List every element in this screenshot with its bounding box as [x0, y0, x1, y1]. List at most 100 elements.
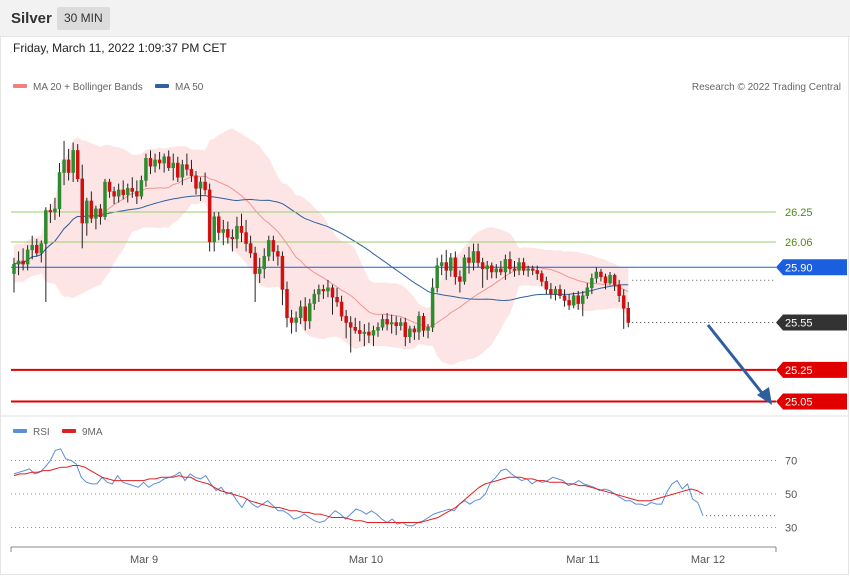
candle-body-up	[526, 268, 530, 271]
candle	[362, 324, 367, 347]
candle-body-down	[148, 158, 153, 167]
candle-body-up	[590, 278, 594, 289]
candle-body-up	[116, 189, 121, 197]
candle	[453, 251, 458, 285]
candle	[66, 148, 71, 181]
candle-body-down	[107, 181, 112, 192]
candle-body-down	[512, 268, 517, 271]
candle	[421, 313, 426, 337]
support-label: 25.05	[785, 396, 813, 408]
x-axis: Mar 9 Mar 10 Mar 11 Mar 12	[10, 546, 777, 566]
bollinger-band-layer	[14, 128, 629, 366]
candle	[603, 273, 608, 290]
candle	[621, 289, 626, 329]
candle	[403, 317, 408, 347]
candle-body-up	[308, 303, 312, 322]
candle-body-down	[226, 229, 230, 238]
candle	[408, 325, 412, 344]
candle-body-down	[303, 306, 307, 322]
candle-body-down	[335, 297, 339, 303]
candle	[321, 284, 326, 299]
candle-body-down	[207, 189, 212, 243]
candle-body-up	[53, 208, 57, 213]
rsi-legend-label: RSI	[33, 427, 50, 438]
candle	[335, 287, 339, 307]
interval-badge[interactable]: 30 MIN	[57, 7, 110, 30]
candle-body-down	[467, 257, 471, 263]
candle-body-up	[16, 260, 21, 265]
level-pivot-25.90: 25.90	[11, 259, 847, 281]
candle-body-up	[426, 327, 430, 331]
candle-body-down	[353, 327, 357, 331]
support-tag	[776, 393, 847, 410]
candle	[380, 314, 385, 331]
candle	[94, 205, 98, 230]
candle	[612, 273, 617, 291]
candle	[217, 212, 221, 241]
candle-body-up	[126, 188, 130, 195]
candle-body-down	[521, 262, 526, 271]
candle-body-down	[130, 188, 135, 192]
candle-body-up	[62, 159, 66, 173]
pivot-tag	[776, 259, 847, 276]
candle	[585, 283, 590, 299]
forecast-arrow-head	[757, 387, 772, 405]
candle	[148, 150, 153, 175]
candle	[166, 150, 171, 171]
candle	[367, 322, 371, 344]
candle	[317, 284, 321, 302]
bb-legend-swatch	[13, 84, 27, 88]
chart-timestamp: Friday, March 11, 2022 1:09:37 PM CET	[13, 41, 227, 55]
candle-body-down	[253, 252, 257, 274]
level-last-25.55: 25.55	[632, 314, 847, 331]
candle-body-down	[271, 240, 276, 252]
candle-body-up	[257, 268, 262, 274]
candle	[157, 152, 162, 170]
candle-body-down	[276, 251, 280, 257]
candle-body-down	[203, 181, 207, 191]
candle	[276, 245, 280, 266]
candle	[212, 212, 216, 252]
candle	[267, 235, 271, 261]
candle-body-up	[494, 268, 499, 273]
candle-body-up	[180, 164, 185, 178]
candle-body-down	[535, 270, 539, 274]
candle-body-up	[571, 295, 576, 306]
candle-body-down	[80, 178, 84, 224]
candle	[89, 191, 94, 224]
candle	[344, 309, 348, 339]
candle	[567, 294, 571, 310]
candle-body-up	[57, 172, 62, 210]
candle	[590, 273, 594, 295]
candle	[139, 175, 144, 200]
candle	[130, 177, 135, 198]
candle	[271, 235, 276, 261]
candle	[330, 284, 335, 315]
candle	[358, 320, 362, 342]
candle	[462, 254, 467, 285]
candle-body-down	[89, 200, 94, 219]
rsi-ma-legend-label: 9MA	[82, 427, 103, 438]
candle	[176, 156, 180, 182]
candle-body-down	[98, 208, 103, 217]
candle-body-down	[339, 301, 344, 317]
level-support-25.25: 25.25	[11, 361, 847, 378]
candle	[35, 238, 39, 257]
candle-body-down	[621, 295, 626, 309]
bb-legend-label: MA 20 + Bollinger Bands	[33, 82, 143, 93]
resistance-label: 26.06	[785, 237, 813, 249]
candle-body-up	[485, 265, 489, 270]
candle	[348, 316, 353, 353]
candle-body-up	[262, 255, 266, 270]
candle-body-up	[371, 330, 376, 336]
candle	[549, 283, 553, 299]
candle	[71, 142, 75, 182]
ma50-legend-label: MA 50	[175, 82, 204, 93]
price-levels-layer: 26.25 26.06 25.90 25.55 25.25 25.05	[11, 207, 847, 410]
candle	[171, 153, 175, 181]
candle-body-down	[385, 319, 389, 325]
candle	[467, 246, 471, 274]
candle	[185, 153, 189, 176]
candle	[458, 270, 462, 293]
candle	[326, 279, 330, 298]
